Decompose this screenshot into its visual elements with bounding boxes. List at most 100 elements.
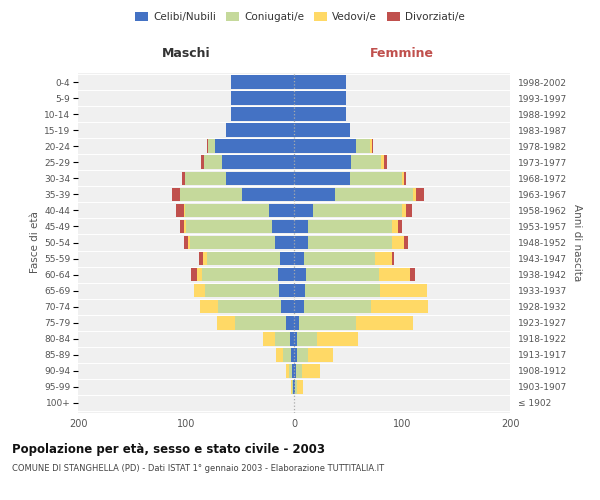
Bar xyxy=(294,188,335,201)
Bar xyxy=(226,124,294,137)
Bar xyxy=(235,316,286,330)
Bar xyxy=(350,172,402,185)
Bar xyxy=(299,316,356,330)
Bar xyxy=(188,236,190,250)
Bar xyxy=(182,172,185,185)
Bar xyxy=(176,204,184,217)
Bar xyxy=(275,236,294,250)
Bar xyxy=(306,268,379,281)
Text: Popolazione per età, sesso e stato civile - 2003: Popolazione per età, sesso e stato civil… xyxy=(12,442,325,456)
Bar xyxy=(201,156,205,169)
Bar xyxy=(215,140,294,153)
Bar xyxy=(297,348,308,362)
Bar xyxy=(186,220,272,234)
Bar xyxy=(289,364,292,378)
Bar xyxy=(242,188,294,201)
Y-axis label: Fasce di età: Fasce di età xyxy=(30,212,40,274)
Bar xyxy=(275,348,283,362)
Legend: Celibi/Nubili, Coniugati/e, Vedovi/e, Divorziati/e: Celibi/Nubili, Coniugati/e, Vedovi/e, Di… xyxy=(131,8,469,26)
Bar xyxy=(294,364,296,378)
Bar xyxy=(190,236,275,250)
Bar xyxy=(286,364,289,378)
Bar xyxy=(205,156,221,169)
Bar xyxy=(302,364,320,378)
Bar xyxy=(199,252,203,266)
Bar xyxy=(200,300,218,314)
Bar xyxy=(392,236,404,250)
Bar xyxy=(294,284,305,298)
Bar xyxy=(281,300,294,314)
Bar xyxy=(294,92,346,105)
Bar xyxy=(184,220,186,234)
Bar xyxy=(380,284,427,298)
Bar xyxy=(356,140,370,153)
Bar xyxy=(392,252,394,266)
Bar xyxy=(292,364,294,378)
Text: Maschi: Maschi xyxy=(161,47,211,60)
Y-axis label: Anni di nascita: Anni di nascita xyxy=(572,204,583,281)
Bar xyxy=(294,204,313,217)
Bar xyxy=(413,188,416,201)
Bar xyxy=(294,380,295,394)
Bar xyxy=(203,252,206,266)
Bar xyxy=(305,284,380,298)
Bar xyxy=(410,268,415,281)
Bar xyxy=(297,380,302,394)
Bar xyxy=(404,236,409,250)
Bar xyxy=(370,140,372,153)
Bar xyxy=(172,188,179,201)
Bar xyxy=(416,188,424,201)
Bar xyxy=(392,220,398,234)
Bar xyxy=(280,252,294,266)
Bar xyxy=(191,268,197,281)
Bar xyxy=(184,204,185,217)
Bar xyxy=(294,156,351,169)
Bar xyxy=(232,108,294,121)
Bar xyxy=(402,172,404,185)
Text: Femmine: Femmine xyxy=(370,47,434,60)
Bar xyxy=(294,236,308,250)
Bar xyxy=(272,220,294,234)
Bar xyxy=(205,284,279,298)
Bar xyxy=(232,92,294,105)
Bar xyxy=(286,316,294,330)
Bar xyxy=(294,252,304,266)
Bar xyxy=(398,220,402,234)
Bar xyxy=(217,316,235,330)
Bar xyxy=(335,188,413,201)
Bar xyxy=(283,348,291,362)
Bar xyxy=(383,156,387,169)
Bar xyxy=(294,316,299,330)
Bar xyxy=(294,220,308,234)
Bar xyxy=(294,108,346,121)
Bar xyxy=(356,316,413,330)
Bar xyxy=(263,332,275,345)
Bar xyxy=(304,300,371,314)
Bar xyxy=(290,332,294,345)
Bar xyxy=(279,284,294,298)
Bar xyxy=(226,172,294,185)
Bar xyxy=(382,156,383,169)
Bar xyxy=(197,268,202,281)
Bar xyxy=(291,348,294,362)
Bar xyxy=(184,236,188,250)
Bar xyxy=(221,156,294,169)
Bar xyxy=(206,140,208,153)
Bar xyxy=(371,300,428,314)
Bar xyxy=(232,76,294,89)
Bar xyxy=(406,204,412,217)
Bar xyxy=(317,332,358,345)
Bar xyxy=(185,204,269,217)
Bar xyxy=(308,220,392,234)
Bar xyxy=(294,300,304,314)
Bar xyxy=(292,380,293,394)
Bar xyxy=(269,204,294,217)
Bar xyxy=(294,348,297,362)
Bar xyxy=(294,172,350,185)
Bar xyxy=(308,348,333,362)
Bar xyxy=(194,284,205,298)
Bar xyxy=(294,140,356,153)
Bar xyxy=(294,332,297,345)
Bar xyxy=(379,268,410,281)
Bar xyxy=(304,252,375,266)
